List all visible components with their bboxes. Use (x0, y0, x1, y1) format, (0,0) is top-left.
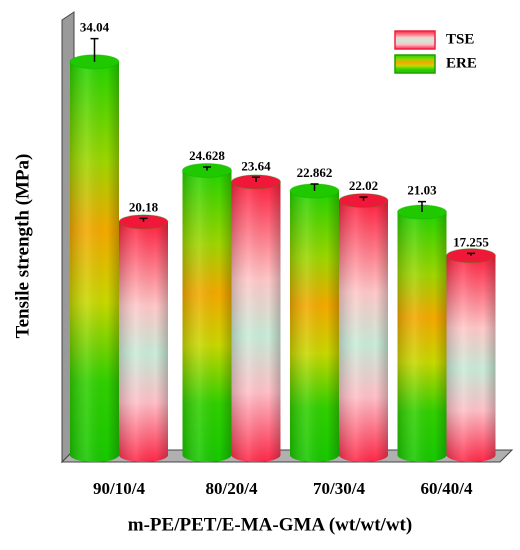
cylinder-shade (446, 255, 496, 462)
cylinder-shade (397, 212, 447, 462)
error-bar (90, 37, 99, 62)
bar (397, 204, 447, 462)
value-label: 23.64 (241, 158, 271, 173)
legend-label: TSE (446, 31, 474, 47)
value-label: 22.02 (349, 178, 378, 193)
x-tick-label: 90/10/4 (93, 479, 145, 498)
x-tick-label: 70/30/4 (313, 479, 365, 498)
bar (69, 54, 120, 463)
cylinder-shade (119, 221, 168, 462)
cylinder-shade (290, 190, 339, 463)
error-bar (359, 196, 368, 201)
value-label: 22.862 (297, 165, 333, 180)
error-bar (418, 200, 426, 213)
error-bar (139, 217, 148, 222)
cylinder-shade (231, 181, 281, 462)
bar (338, 193, 389, 462)
y-axis-title: Tensile strength (MPa) (12, 154, 33, 339)
bar (182, 162, 232, 462)
value-label: 34.04 (80, 20, 110, 35)
cylinder-shade (339, 200, 388, 462)
cylinder-shade (70, 61, 119, 463)
bar (231, 174, 281, 462)
bar (289, 183, 340, 463)
value-label: 24.628 (189, 148, 225, 163)
error-bar (467, 252, 475, 256)
bar (446, 248, 496, 462)
x-axis-title: m-PE/PET/E-MA-GMA (wt/wt/wt) (128, 514, 412, 535)
value-label: 17.255 (453, 234, 489, 249)
x-tick-label: 80/20/4 (206, 479, 258, 498)
error-bar (310, 183, 319, 191)
x-tick-label: 60/40/4 (421, 479, 473, 498)
legend-label: ERE (446, 55, 477, 71)
cylinder-cap (446, 248, 496, 264)
legend-swatch (394, 30, 436, 50)
error-bar (252, 176, 260, 182)
legend-swatch (394, 54, 436, 74)
error-bar (203, 166, 211, 171)
cylinder-shade (182, 170, 232, 462)
bar (118, 214, 169, 462)
value-label: 20.18 (129, 199, 159, 214)
value-label: 21.03 (407, 183, 437, 198)
